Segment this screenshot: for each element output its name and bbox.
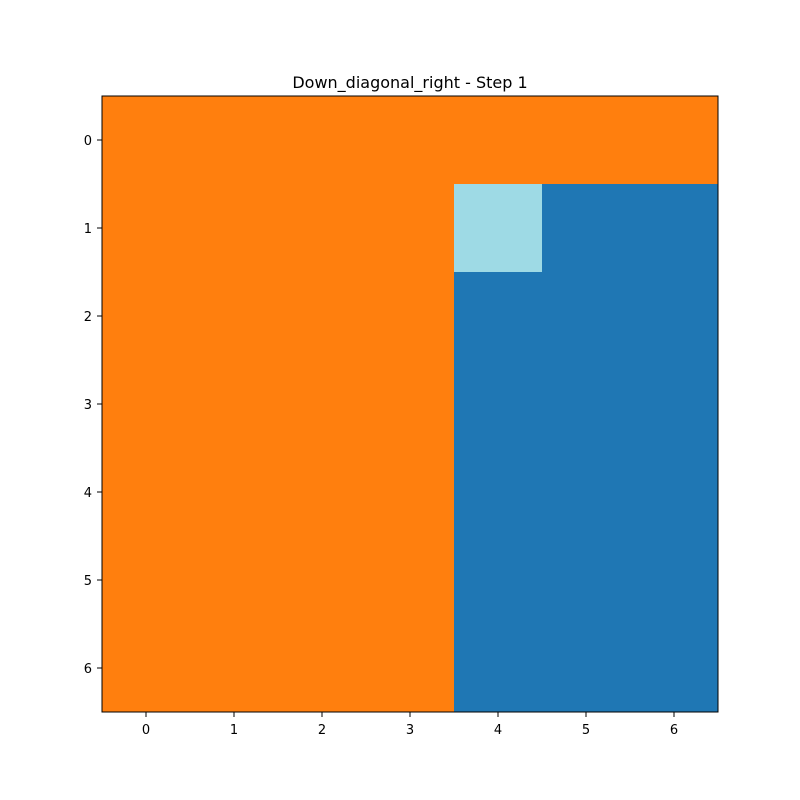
heatmap-cell-r1-c2 [278, 184, 367, 273]
y-tick-label-0: 0 [84, 134, 92, 149]
y-tick-label-5: 5 [84, 574, 92, 589]
heatmap-cell-r2-c6 [630, 272, 719, 361]
heatmap-cell-r1-c0 [102, 184, 191, 273]
heatmap-cell-r5-c1 [190, 536, 279, 625]
heatmap-cell-r1-c1 [190, 184, 279, 273]
heatmap-cell-r0-c4 [454, 96, 543, 185]
x-tick-label-1: 1 [230, 723, 238, 738]
heatmap-cell-r6-c1 [190, 624, 279, 713]
heatmap-cell-r0-c0 [102, 96, 191, 185]
heatmap-cell-r3-c1 [190, 360, 279, 449]
heatmap-cell-r0-c2 [278, 96, 367, 185]
x-tick-label-3: 3 [406, 723, 414, 738]
heatmap-cell-r1-c5 [542, 184, 631, 273]
heatmap-cell-r4-c5 [542, 448, 631, 537]
heatmap-cell-r0-c3 [366, 96, 455, 185]
heatmap-cell-r1-c3 [366, 184, 455, 273]
heatmap-cell-r0-c6 [630, 96, 719, 185]
heatmap-cell-r6-c5 [542, 624, 631, 713]
heatmap-cell-r5-c4 [454, 536, 543, 625]
heatmap-cell-r4-c2 [278, 448, 367, 537]
heatmap-cell-r4-c0 [102, 448, 191, 537]
heatmap-cell-r0-c5 [542, 96, 631, 185]
heatmap-cell-r3-c5 [542, 360, 631, 449]
heatmap-cell-r6-c0 [102, 624, 191, 713]
heatmap-cell-r2-c4 [454, 272, 543, 361]
heatmap-cell-r5-c6 [630, 536, 719, 625]
heatmap-cell-r2-c3 [366, 272, 455, 361]
y-tick-label-6: 6 [84, 662, 92, 677]
x-axis: 0 1 2 3 4 5 6 [142, 712, 678, 738]
x-tick-label-2: 2 [318, 723, 326, 738]
heatmap-cell-r2-c5 [542, 272, 631, 361]
heatmap-cell-r0-c1 [190, 96, 279, 185]
y-tick-label-3: 3 [84, 398, 92, 413]
y-tick-label-2: 2 [84, 310, 92, 325]
heatmap-cell-r6-c4 [454, 624, 543, 713]
y-axis: 0 1 2 3 4 5 6 [84, 134, 102, 677]
heatmap-cell-r1-c6 [630, 184, 719, 273]
heatmap-cell-r6-c2 [278, 624, 367, 713]
heatmap-cell-r1-c4 [454, 184, 543, 273]
heatmap-cell-r4-c4 [454, 448, 543, 537]
heatmap-cell-r2-c1 [190, 272, 279, 361]
x-tick-label-5: 5 [582, 723, 590, 738]
heatmap-cell-r3-c4 [454, 360, 543, 449]
heatmap-cell-r4-c3 [366, 448, 455, 537]
heatmap-cell-r4-c1 [190, 448, 279, 537]
heatmap-cell-r3-c3 [366, 360, 455, 449]
heatmap-cell-r4-c6 [630, 448, 719, 537]
heatmap-cell-r3-c0 [102, 360, 191, 449]
y-tick-label-1: 1 [84, 222, 92, 237]
heatmap-cell-r2-c0 [102, 272, 191, 361]
heatmap-cell-r5-c5 [542, 536, 631, 625]
heatmap-cell-r5-c0 [102, 536, 191, 625]
chart-title: Down_diagonal_right - Step 1 [292, 73, 527, 93]
heatmap-cell-r3-c2 [278, 360, 367, 449]
heatmap-cell-r6-c3 [366, 624, 455, 713]
heatmap-cell-r3-c6 [630, 360, 719, 449]
y-tick-label-4: 4 [84, 486, 92, 501]
x-tick-label-4: 4 [494, 723, 502, 738]
x-tick-label-0: 0 [142, 723, 150, 738]
x-tick-label-6: 6 [670, 723, 678, 738]
heatmap-cell-r5-c2 [278, 536, 367, 625]
heatmap-cell-r5-c3 [366, 536, 455, 625]
heatmap-cell-r6-c6 [630, 624, 719, 713]
heatmap-cell-r2-c2 [278, 272, 367, 361]
heatmap-cells [102, 96, 719, 713]
